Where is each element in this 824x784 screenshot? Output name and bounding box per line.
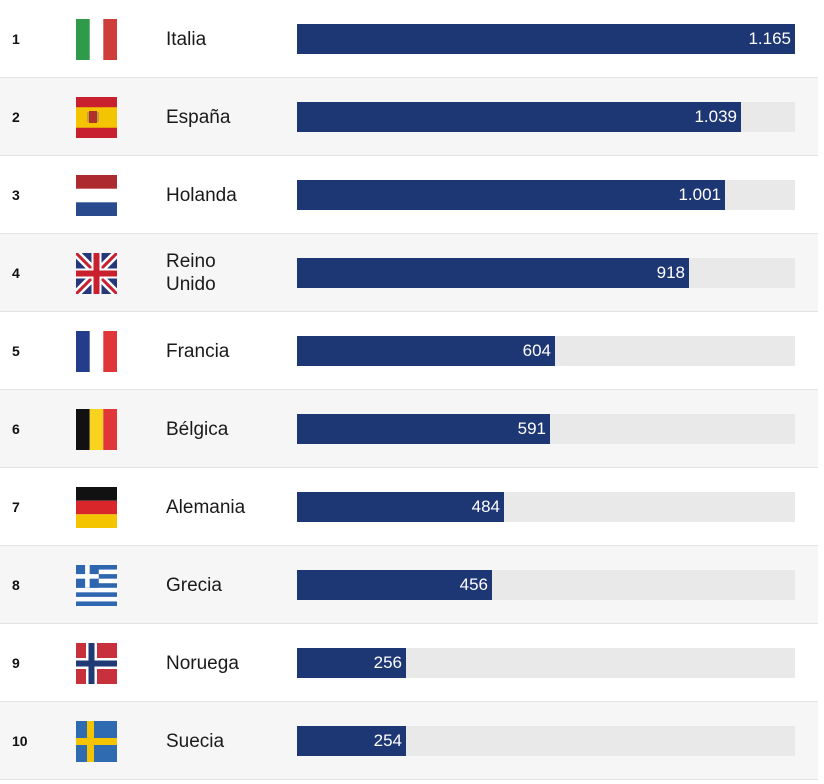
table-row: 7 Alemania 484 [0,468,818,546]
row-divider [0,623,818,624]
row-divider [0,389,818,390]
country-label: Reino Unido [166,251,216,295]
bar: 456 [297,570,492,600]
table-row: 5 Francia 604 [0,312,818,390]
germany-flag-icon [76,487,117,528]
bar-track: 591 [297,414,795,444]
bar-track: 254 [297,726,795,756]
country-label: Bélgica [166,418,229,440]
rank-label: 5 [12,343,20,359]
bar: 591 [297,414,550,444]
bar-track: 918 [297,258,795,288]
italy-flag-icon [76,19,117,60]
belgium-flag-icon [76,409,117,450]
row-divider [0,467,818,468]
bar-track: 1.001 [297,180,795,210]
row-divider [0,779,818,780]
table-row: 1 Italia 1.165 [0,0,818,78]
bar: 256 [297,648,406,678]
netherlands-flag-icon [76,175,117,216]
country-label: Noruega [166,652,239,674]
country-label: Alemania [166,496,246,518]
bar-track: 604 [297,336,795,366]
bar-track: 1.039 [297,102,795,132]
row-divider [0,545,818,546]
rank-label: 4 [12,265,20,281]
united-kingdom-flag-icon [76,253,117,294]
bar-value-label: 256 [373,653,402,672]
sweden-flag-icon [76,721,117,762]
table-row: 10 Suecia 254 [0,702,818,780]
country-label: Italia [166,28,207,50]
rank-label: 2 [12,109,20,125]
bar-value-label: 591 [517,419,546,438]
bar: 604 [297,336,555,366]
table-row: 6 Bélgica 591 [0,390,818,468]
bar-value-label: 1.165 [748,29,791,48]
bar-track: 1.165 [297,24,795,54]
table-row: 4 Reino Unido 918 [0,234,818,312]
country-label: Suecia [166,730,225,752]
row-divider [0,233,818,234]
norway-flag-icon [76,643,117,684]
rank-label: 6 [12,421,20,437]
bar-track: 256 [297,648,795,678]
table-row: 2 España 1.039 [0,78,818,156]
france-flag-icon [76,331,117,372]
row-divider [0,311,818,312]
bar: 1.165 [297,24,795,54]
bar: 1.001 [297,180,725,210]
row-divider [0,155,818,156]
rank-label: 8 [12,577,20,593]
rank-label: 7 [12,499,20,515]
spain-flag-icon [76,97,117,138]
bar: 918 [297,258,689,288]
country-label: España [166,106,231,128]
bar-value-label: 1.039 [694,107,737,126]
country-label: Grecia [166,574,222,596]
country-label: Francia [166,340,230,362]
bar: 484 [297,492,504,522]
bar: 254 [297,726,406,756]
greece-flag-icon [76,565,117,606]
bar-track: 456 [297,570,795,600]
bar-value-label: 918 [656,263,685,282]
bar: 1.039 [297,102,741,132]
bar-value-label: 254 [373,731,402,750]
rank-label: 10 [12,733,28,749]
rank-label: 3 [12,187,20,203]
bar-value-label: 1.001 [678,185,721,204]
table-row: 3 Holanda 1.001 [0,156,818,234]
table-row: 8 Grecia 456 [0,546,818,624]
country-label: Holanda [166,184,237,206]
bar-value-label: 456 [459,575,488,594]
bar-track: 484 [297,492,795,522]
rank-label: 1 [12,31,20,47]
row-divider [0,701,818,702]
rank-label: 9 [12,655,20,671]
bar-value-label: 604 [522,341,551,360]
row-divider [0,77,818,78]
bar-value-label: 484 [471,497,500,516]
table-row: 9 Noruega 256 [0,624,818,702]
